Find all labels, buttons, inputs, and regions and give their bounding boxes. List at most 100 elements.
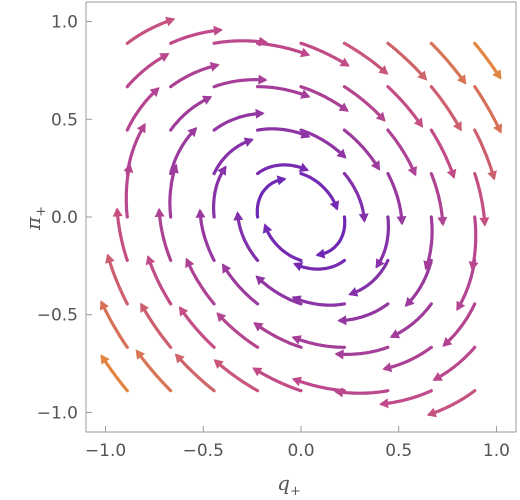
x-axis-title-main: q [277, 471, 290, 495]
streamline-segment [294, 258, 346, 271]
streamline-arrowhead [370, 160, 380, 171]
streamline-arrowhead [452, 121, 462, 132]
streamline-segment [135, 350, 173, 393]
streamline-arrowhead [423, 260, 433, 271]
streamline-segment [342, 85, 386, 122]
streamline-segment [375, 215, 390, 268]
streamline-segment [256, 85, 310, 98]
streamline-arrowhead [396, 216, 407, 226]
axis-ticks: −1.0 −0.5 0.0 0.5 1.0 1.0 0.5 0.0 −0.5 −1.0 [37, 13, 510, 461]
streamline-segment [338, 302, 390, 323]
streamline-segment [335, 345, 390, 356]
streamline-segment [405, 258, 433, 307]
streamline-segment [429, 128, 456, 178]
x-axis-title: q+ [277, 471, 301, 499]
streamline-arrowhead [135, 349, 146, 360]
streamline-segment [212, 39, 267, 45]
streamline-arrowhead [213, 359, 224, 369]
streamline-arrowhead [112, 207, 123, 217]
streamline-segment [125, 87, 159, 132]
streamline-segment [168, 164, 178, 219]
streamline-arrowhead [336, 148, 347, 159]
x-tick-label: −0.5 [183, 441, 224, 461]
streamline-segment [254, 322, 303, 349]
streamline-segment [428, 389, 477, 416]
streamline-arrowhead [217, 165, 227, 176]
streamline-segment [342, 128, 380, 170]
streamline-segment [212, 111, 264, 132]
streamline-arrowhead [185, 257, 195, 268]
streamline-arrowhead [337, 315, 347, 326]
streamline-segment [106, 254, 129, 306]
x-tick-label: 0.5 [385, 441, 412, 461]
streamline-arrowhead [174, 353, 185, 364]
streamline-segment [169, 96, 212, 132]
x-axis-title-subscript: + [290, 484, 301, 499]
streamline-arrowhead [159, 53, 170, 62]
streamline-arrowhead [291, 335, 302, 345]
streamline-arrowhead [201, 95, 213, 105]
streamline-segment [179, 307, 216, 349]
streamline-segment [335, 389, 390, 395]
streamline-arrowhead [165, 16, 176, 27]
streamline-segment [473, 41, 502, 79]
streamline-arrowhead [262, 223, 273, 234]
streamline-segment [473, 128, 496, 180]
streamline-arrowhead [432, 372, 443, 381]
streamline-segment [386, 128, 417, 176]
streamline-arrowhead [334, 349, 344, 360]
streamline-segment [253, 367, 303, 393]
streamline-arrowhead [213, 25, 223, 36]
streamline-arrowhead [258, 74, 268, 85]
streamline-segment [157, 209, 173, 262]
streamline-arrowhead [140, 302, 150, 313]
streamline-segment [473, 172, 487, 226]
y-tick-label: −1.0 [37, 403, 78, 423]
streamline-segment [169, 63, 219, 89]
streamline-arrowhead [195, 208, 206, 218]
streamline-arrowhead [136, 123, 146, 134]
streamline-segment [429, 85, 462, 131]
streamline-segment [429, 41, 467, 84]
streamline-segment [125, 53, 169, 89]
streamline-segment [100, 355, 129, 393]
streamline-arrowhead [187, 127, 198, 138]
streamline-arrowhead [315, 248, 326, 259]
streamline-segment [212, 78, 267, 89]
streamline-segment [256, 163, 308, 176]
streamline-arrowhead [389, 329, 401, 339]
streamline-segment [473, 85, 502, 133]
streamline-arrowhead [276, 175, 287, 186]
streamline-segment [380, 389, 433, 406]
streamline-arrowhead [253, 322, 264, 332]
streamline-segment [299, 41, 349, 67]
streamline-arrowhead [291, 295, 302, 305]
streamline-segment [429, 172, 445, 225]
streamline-segment [299, 172, 339, 210]
streamline-segment [212, 138, 253, 176]
streamline-arrowhead [446, 168, 457, 179]
streamline-arrowhead [456, 300, 466, 311]
streamline-segment [349, 258, 390, 296]
streamline-arrowhead [358, 213, 369, 223]
streamline-segment [115, 208, 129, 262]
x-tick-label: −1.0 [85, 441, 126, 461]
x-tick-label: 0.0 [287, 441, 314, 461]
streamline-arrowhead [216, 312, 227, 323]
streamline-arrowhead [252, 367, 263, 377]
streamline-segment [383, 345, 433, 371]
streamline-arrowhead [378, 65, 389, 75]
streamline-segment [299, 85, 348, 112]
streamline-arrowhead [468, 261, 479, 271]
streamline-segment [255, 177, 286, 219]
streamline-segment [386, 41, 427, 80]
streamline-arrowhead [154, 207, 165, 218]
streamline-segment [185, 258, 216, 306]
streamline-segment [299, 128, 346, 159]
streamline-arrowhead [99, 300, 109, 311]
streamline-arrowhead [375, 258, 385, 269]
streamline-arrowhead [293, 262, 304, 272]
streamline-arrowhead [233, 211, 244, 221]
streamline-segment [293, 377, 346, 393]
y-tick-label: 1.0 [51, 13, 78, 33]
